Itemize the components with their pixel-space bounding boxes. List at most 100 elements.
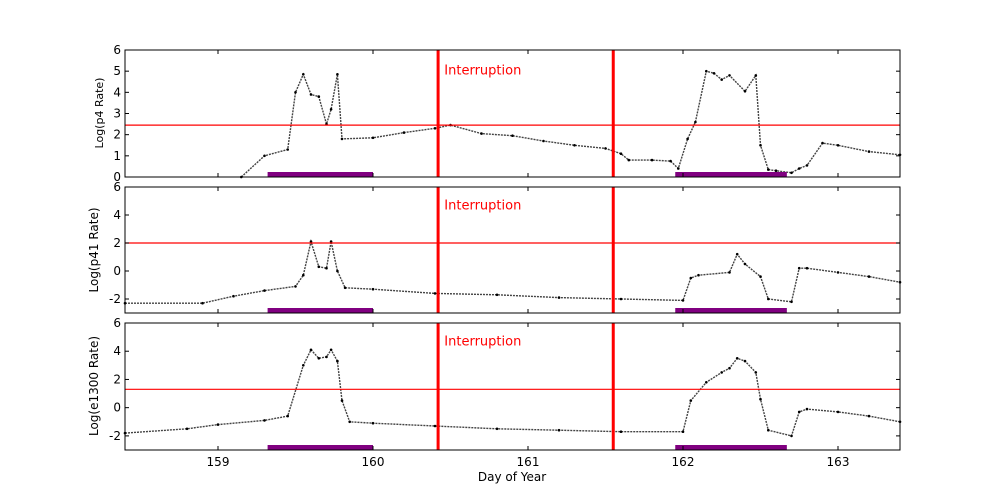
panel-p4: Log(p4 Rate) Interruption (93, 49, 902, 179)
data-point (302, 364, 305, 367)
panel-p41: Log(p41 Rate) Interruption (87, 186, 902, 314)
data-point (686, 137, 689, 141)
data-point (867, 275, 871, 278)
data-point (767, 297, 770, 301)
data-point (294, 285, 297, 288)
data-point (340, 137, 344, 141)
data-point (511, 134, 514, 137)
interruption-label-e1300: Interruption (444, 335, 521, 350)
data-point (759, 275, 762, 278)
data-point (286, 414, 290, 418)
data-point (286, 148, 290, 151)
data-series-e1300 (124, 348, 901, 437)
data-point (681, 299, 685, 302)
axis-ticks: 0 1 2 3 4 5 6 -2 0 2 4 6 -2 0 2 4 6 159 160 161 162 163 (109, 43, 900, 469)
data-point (867, 414, 871, 418)
y-axis-label-e1300: Log(e1300 Rate) (87, 336, 101, 436)
data-point (309, 240, 313, 243)
y-tick-label: 4 (113, 208, 121, 222)
x-tick-label: 163 (827, 455, 850, 469)
y-tick-label: 3 (113, 107, 121, 121)
data-point (754, 74, 758, 77)
axes-frame-p41 (124, 186, 901, 314)
data-point (604, 147, 607, 150)
event-bar (675, 445, 787, 450)
data-point (371, 287, 375, 291)
x-tick-label: 161 (517, 455, 540, 469)
data-point (263, 289, 266, 292)
data-point (790, 171, 793, 175)
data-point (309, 93, 313, 96)
event-bar (267, 445, 373, 450)
event-bar (267, 308, 373, 313)
y-tick-label: 2 (113, 372, 121, 386)
data-point (232, 294, 235, 298)
data-point (728, 74, 731, 77)
data-point (767, 168, 770, 171)
data-point (743, 90, 747, 93)
data-point (329, 348, 333, 352)
data-point (735, 357, 739, 360)
y-tick-label: 6 (113, 43, 121, 57)
data-point (309, 348, 313, 352)
data-point (317, 265, 321, 269)
interruption-label-p4: Interruption (444, 63, 521, 78)
data-point (774, 169, 778, 172)
data-point (836, 410, 840, 414)
y-tick-label: 2 (113, 128, 121, 142)
data-point (302, 273, 305, 277)
y-tick-label: 0 (113, 170, 121, 184)
event-bar (675, 172, 787, 177)
data-point (336, 269, 339, 273)
y-tick-label: 0 (113, 401, 121, 415)
data-layer-p4 (125, 50, 902, 179)
data-point (728, 366, 731, 370)
data-point (402, 131, 406, 134)
data-point (797, 167, 801, 170)
event-bar (267, 172, 373, 177)
y-tick-label: 0 (113, 264, 121, 278)
x-tick-label: 160 (362, 455, 385, 469)
y-tick-label: 5 (113, 64, 121, 78)
data-point (263, 154, 266, 158)
data-point (790, 300, 793, 304)
y-tick-label: 4 (113, 85, 121, 99)
data-point (495, 293, 499, 297)
data-point (805, 407, 809, 411)
data-point (325, 266, 328, 270)
data-point (669, 159, 672, 163)
y-tick-label: 2 (113, 236, 121, 250)
data-point (705, 381, 708, 384)
data-point (735, 252, 739, 256)
data-point (689, 399, 693, 402)
data-point (712, 72, 716, 75)
data-point (573, 144, 576, 147)
data-point (542, 139, 545, 143)
x-axis-label: Day of Year (478, 470, 546, 484)
y-tick-label: -2 (109, 292, 121, 306)
data-point (705, 69, 708, 73)
data-point (557, 428, 561, 432)
data-layer-p41 (123, 187, 902, 313)
data-point (790, 434, 793, 438)
data-point (836, 271, 840, 274)
y-axis-label-p41: Log(p41 Rate) (87, 207, 101, 292)
data-point (201, 301, 204, 305)
data-point (619, 430, 623, 434)
data-layer-e1300 (123, 323, 902, 450)
data-point (433, 127, 437, 130)
data-point (797, 410, 801, 414)
data-point (336, 359, 339, 363)
data-point (743, 262, 747, 266)
data-point (677, 167, 680, 170)
data-point (689, 276, 693, 280)
panel-e1300: Log(e1300 Rate) Interruption (87, 322, 902, 451)
y-tick-label: 4 (113, 344, 121, 358)
plot-area-p4 (125, 50, 900, 177)
data-point (759, 397, 762, 401)
data-point (325, 355, 328, 359)
data-point (329, 108, 333, 111)
data-point (754, 371, 758, 374)
x-tick-label: 162 (672, 455, 695, 469)
